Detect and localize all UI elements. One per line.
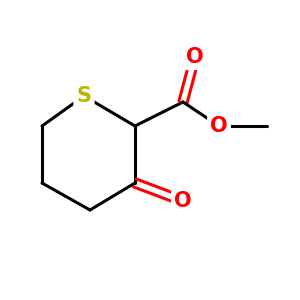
Text: S: S (76, 86, 92, 106)
Text: O: O (210, 116, 228, 136)
Text: O: O (174, 191, 192, 211)
Text: O: O (186, 47, 204, 67)
